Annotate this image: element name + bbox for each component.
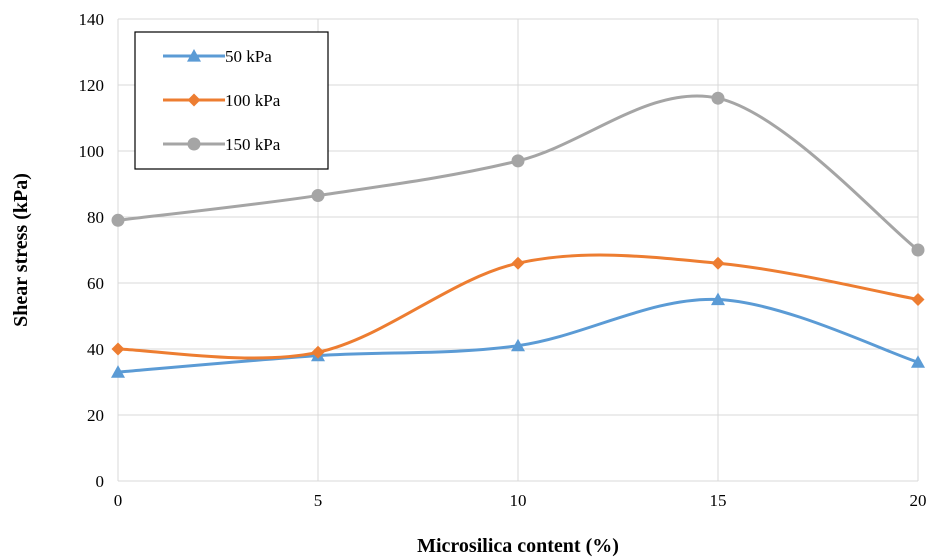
legend: 50 kPa 100 kPa 150 kPa xyxy=(134,31,329,170)
x-tick-label: 5 xyxy=(314,491,323,510)
y-tick-label: 20 xyxy=(87,406,104,425)
y-tick-label: 80 xyxy=(87,208,104,227)
data-point-100-kpa xyxy=(111,342,125,356)
data-point-50-kpa xyxy=(711,292,725,306)
data-point-50-kpa xyxy=(911,355,925,368)
legend-marker-50-kpa xyxy=(187,49,201,62)
y-tick-label: 40 xyxy=(87,340,104,359)
y-axis-title: Shear stress (kPa) xyxy=(10,173,32,327)
legend-marker-100-kpa xyxy=(187,93,201,107)
legend-label-150-kpa: 150 kPa xyxy=(225,135,281,154)
data-point-150-kpa xyxy=(311,189,325,203)
data-point-150-kpa xyxy=(911,243,925,257)
x-tick-labels: 0 5 10 15 20 xyxy=(114,491,927,510)
series-line-150-kpa xyxy=(116,94,920,252)
x-tick-label: 10 xyxy=(510,491,527,510)
x-tick-label: 15 xyxy=(710,491,727,510)
y-tick-label: 60 xyxy=(87,274,104,293)
data-point-100-kpa xyxy=(911,293,925,306)
legend-label-50-kpa: 50 kPa xyxy=(225,47,272,66)
series-markers xyxy=(111,91,925,378)
x-tick-label: 0 xyxy=(114,491,123,510)
data-point-50-kpa xyxy=(111,365,125,378)
y-tick-label: 140 xyxy=(79,10,105,29)
y-tick-label: 120 xyxy=(79,76,105,95)
y-tick-labels: 0 20 40 60 80 100 120 140 xyxy=(79,10,105,491)
data-point-100-kpa xyxy=(311,345,325,359)
data-point-150-kpa xyxy=(511,154,525,168)
legend-label-100-kpa: 100 kPa xyxy=(225,91,281,110)
data-point-100-kpa xyxy=(511,256,525,270)
data-point-150-kpa xyxy=(111,213,125,227)
x-tick-label: 20 xyxy=(910,491,927,510)
x-axis-title: Microsilica content (%) xyxy=(417,535,619,557)
legend-marker-150-kpa xyxy=(187,137,201,151)
data-point-150-kpa xyxy=(711,91,725,105)
data-point-100-kpa xyxy=(711,256,725,270)
data-point-50-kpa xyxy=(511,338,525,352)
y-tick-label: 100 xyxy=(79,142,105,161)
y-tick-label: 0 xyxy=(96,472,105,491)
